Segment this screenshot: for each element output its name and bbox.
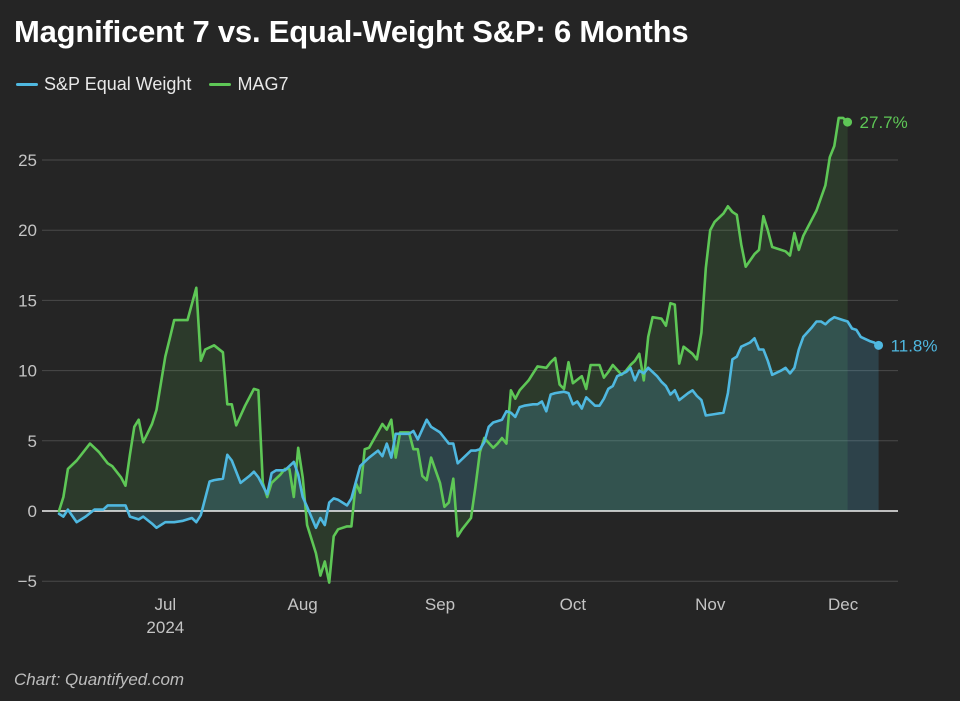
legend-swatch-mag7 — [209, 83, 232, 86]
end-label-s-p-equal-weight: 11.8% — [891, 336, 938, 355]
end-label-mag7: 27.7% — [860, 113, 908, 132]
y-tick-label--5: −5 — [18, 572, 37, 591]
x-tick-label-dec: Dec — [828, 595, 859, 614]
x-tick-label-jul: Jul — [154, 595, 176, 614]
legend-label-mag7: MAG7 — [237, 74, 289, 94]
legend-swatch-sp-equal-weight — [16, 83, 38, 86]
legend: S&P Equal Weight MAG7 — [16, 74, 306, 95]
series-fills — [59, 117, 879, 583]
y-tick-label-5: 5 — [28, 432, 37, 451]
area-s-p-equal-weight — [59, 317, 879, 528]
legend-item-mag7: MAG7 — [209, 74, 288, 95]
x-tick-sublabel-jul: 2024 — [146, 618, 184, 637]
line-s-p-equal-weight — [57, 315, 880, 530]
y-tick-label-15: 15 — [18, 291, 37, 310]
x-tick-label-oct: Oct — [560, 595, 587, 614]
series-lines — [57, 116, 880, 584]
area-mag7 — [59, 117, 848, 583]
chart-title: Magnificent 7 vs. Equal-Weight S&P: 6 Mo… — [14, 14, 689, 49]
x-tick-label-sep: Sep — [425, 595, 455, 614]
end-dot-s-p-equal-weight — [874, 340, 884, 350]
gridlines — [42, 159, 898, 582]
line-mag7 — [57, 116, 849, 584]
end-labels: 27.7% 11.8% — [843, 113, 938, 355]
legend-item-sp-equal-weight: S&P Equal Weight — [16, 74, 191, 95]
x-tick-label-aug: Aug — [288, 595, 318, 614]
y-axis-ticks: −5 0 5 10 15 20 25 — [18, 151, 37, 591]
end-dot-mag7 — [843, 117, 853, 127]
x-axis-ticks: Jul 2024 Aug Sep Oct Nov Dec — [146, 595, 858, 637]
y-tick-label-0: 0 — [28, 502, 37, 521]
legend-label-sp-equal-weight: S&P Equal Weight — [44, 74, 192, 94]
y-tick-label-20: 20 — [18, 221, 37, 240]
x-tick-label-nov: Nov — [695, 595, 726, 614]
source-credit: Chart: Quantifyed.com — [14, 670, 185, 689]
y-tick-label-10: 10 — [18, 362, 37, 381]
y-tick-label-25: 25 — [18, 151, 37, 170]
